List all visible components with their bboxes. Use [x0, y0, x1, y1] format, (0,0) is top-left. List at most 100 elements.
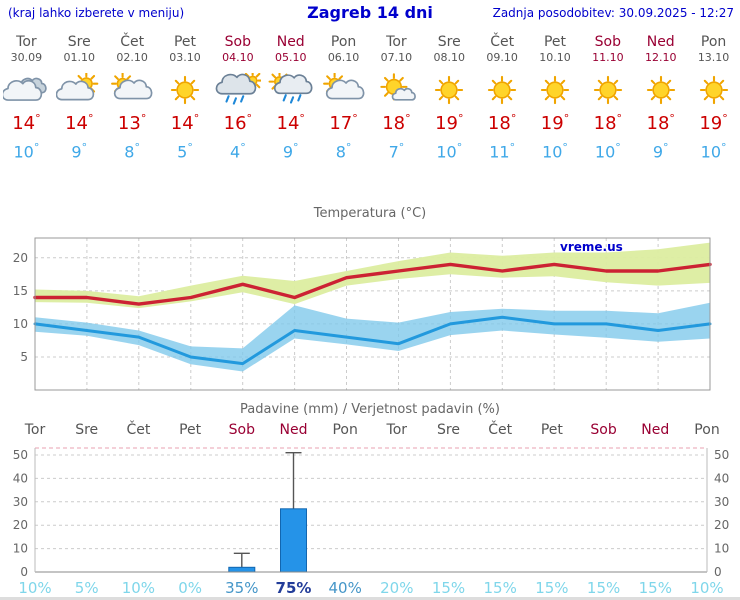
day-max-temp: 19°	[540, 112, 570, 134]
day-max-temp: 18°	[593, 112, 623, 134]
day-min-temp: 10°	[700, 141, 727, 162]
day-icon-wrap	[423, 71, 476, 109]
day-name: Tor	[386, 34, 407, 50]
day-icon-wrap	[0, 71, 53, 109]
day-name: Sob	[224, 34, 252, 50]
precip-probability-row: 10% 5% 10% 0% 35% 75% 40% 20% 15% 15% 15% 15% 15% 10%	[0, 578, 740, 600]
forecast-day-1: Sre 01.10 14° 9°	[53, 26, 106, 176]
day-min-temp: 9°	[282, 141, 299, 162]
forecast-day-12: Ned 12.10 18° 9°	[634, 26, 687, 176]
svg-text:40: 40	[13, 471, 28, 485]
day-name: Tor	[16, 34, 37, 50]
day-min-temp: 8°	[335, 141, 352, 162]
weather-icon-sunny	[488, 75, 517, 105]
day-icon-wrap	[211, 71, 264, 109]
day-min-temp: 10°	[13, 141, 40, 162]
day-date: 10.10	[539, 51, 571, 64]
day-max-temp: 13°	[117, 112, 147, 134]
day-date: 13.10	[697, 51, 730, 64]
day-name: Pet	[543, 34, 567, 50]
weather-icon-cloudy	[3, 77, 48, 101]
day-min-temp: 8°	[124, 141, 140, 162]
day-icon-wrap	[317, 71, 370, 109]
precip-day-label: Pet	[179, 422, 202, 438]
day-date: 30.09	[10, 51, 43, 64]
weather-icon-sunny	[699, 75, 728, 105]
bottom-divider	[0, 597, 740, 600]
svg-text:0: 0	[20, 565, 28, 578]
page-title: Zagreb 14 dni	[307, 3, 433, 22]
day-icon-wrap	[264, 71, 317, 109]
day-max-temp: 18°	[382, 112, 411, 134]
day-max-temp: 18°	[646, 112, 675, 134]
temperature-chart: 5 10 15 20 vreme.us	[13, 237, 712, 391]
precip-probability: 75%	[275, 579, 312, 597]
day-date: 09.10	[486, 51, 518, 64]
forecast-day-5: Ned 05.10 14° 9°	[264, 26, 317, 176]
last-updated-text: Zadnja posodobitev: 30.09.2025 - 12:27	[492, 6, 734, 20]
temp-min-line	[33, 315, 712, 366]
day-icon-wrap	[53, 71, 106, 109]
weather-icon-rain	[215, 73, 261, 105]
forecast-day-0: Tor 30.09 14° 10°	[0, 26, 53, 176]
precip-probability: 10%	[121, 579, 156, 597]
day-name: Sre	[437, 34, 461, 50]
svg-text:5: 5	[20, 350, 28, 364]
forecast-day-7: Tor 07.10 18° 7°	[370, 26, 423, 176]
precip-day-label: Ned	[279, 422, 308, 438]
svg-text:50: 50	[13, 448, 28, 462]
temp-chart-border	[34, 237, 711, 391]
svg-text:40: 40	[714, 471, 729, 485]
svg-text:10: 10	[13, 317, 28, 331]
day-name: Sre	[67, 34, 91, 50]
day-max-temp: 14°	[276, 112, 305, 134]
weather-icon-sunny	[593, 75, 622, 105]
day-max-temp: 17°	[329, 112, 358, 134]
precip-probability: 0%	[178, 579, 202, 597]
day-max-temp: 18°	[487, 112, 517, 134]
precip-probability: 15%	[586, 579, 621, 597]
weather-icon-sunny	[435, 75, 464, 105]
day-name: Sob	[594, 34, 622, 50]
svg-text:10: 10	[714, 542, 729, 556]
precip-probability: 15%	[535, 579, 569, 597]
day-date: 11.10	[592, 51, 624, 64]
precip-probability: 10%	[18, 579, 52, 597]
forecast-day-8: Sre 08.10 19° 10°	[423, 26, 476, 176]
forecast-day-9: Čet 09.10 18° 11°	[476, 26, 529, 176]
day-max-temp: 16°	[223, 112, 253, 134]
forecast-day-13: Pon 13.10 19° 10°	[687, 26, 740, 176]
day-date: 07.10	[380, 51, 413, 64]
weather-icon-sunny	[170, 75, 200, 105]
day-min-temp: 9°	[652, 141, 669, 162]
page-header: (kraj lahko izberete v meniju) Zagreb 14…	[0, 0, 740, 26]
forecast-day-2: Čet 02.10 13° 8°	[106, 26, 159, 176]
precipitation-chart-title: Padavine (mm) / Verjetnost padavin (%)	[240, 402, 500, 417]
watermark-link[interactable]: vreme.us	[560, 240, 623, 254]
svg-text:20: 20	[13, 518, 28, 532]
precip-probability: 20%	[380, 579, 414, 597]
day-date: 01.10	[63, 51, 96, 64]
day-date: 08.10	[433, 51, 466, 64]
day-date: 04.10	[222, 51, 254, 64]
weather-icon-showers	[268, 73, 313, 104]
precip-probability: 15%	[431, 579, 466, 597]
day-name: Pon	[700, 34, 727, 50]
forecast-strip: Tor 30.09 14° 10° Sre 01.10 14° 9° Čet 02.10 13° 8°…	[0, 26, 740, 176]
forecast-day-10: Pet 10.10 19° 10°	[529, 26, 582, 176]
day-max-temp: 14°	[12, 112, 41, 134]
day-icon-wrap	[159, 71, 212, 109]
precip-day-label: Sob	[590, 422, 617, 438]
precip-probability: 40%	[328, 579, 362, 597]
day-date: 03.10	[169, 51, 201, 64]
precip-day-labels-row: Tor Sre Čet Pet Sob Ned Pon Tor Sre Čet Pet Sob Ned P…	[0, 420, 740, 442]
svg-text:20: 20	[714, 518, 729, 532]
precip-day-label: Pon	[332, 422, 358, 438]
forecast-day-6: Pon 06.10 17° 8°	[317, 26, 370, 176]
precip-probability: 15%	[483, 579, 517, 597]
day-max-temp: 19°	[699, 112, 728, 134]
day-date: 06.10	[327, 51, 360, 64]
day-name: Pet	[173, 34, 197, 50]
precip-day-label: Čet	[126, 422, 151, 438]
